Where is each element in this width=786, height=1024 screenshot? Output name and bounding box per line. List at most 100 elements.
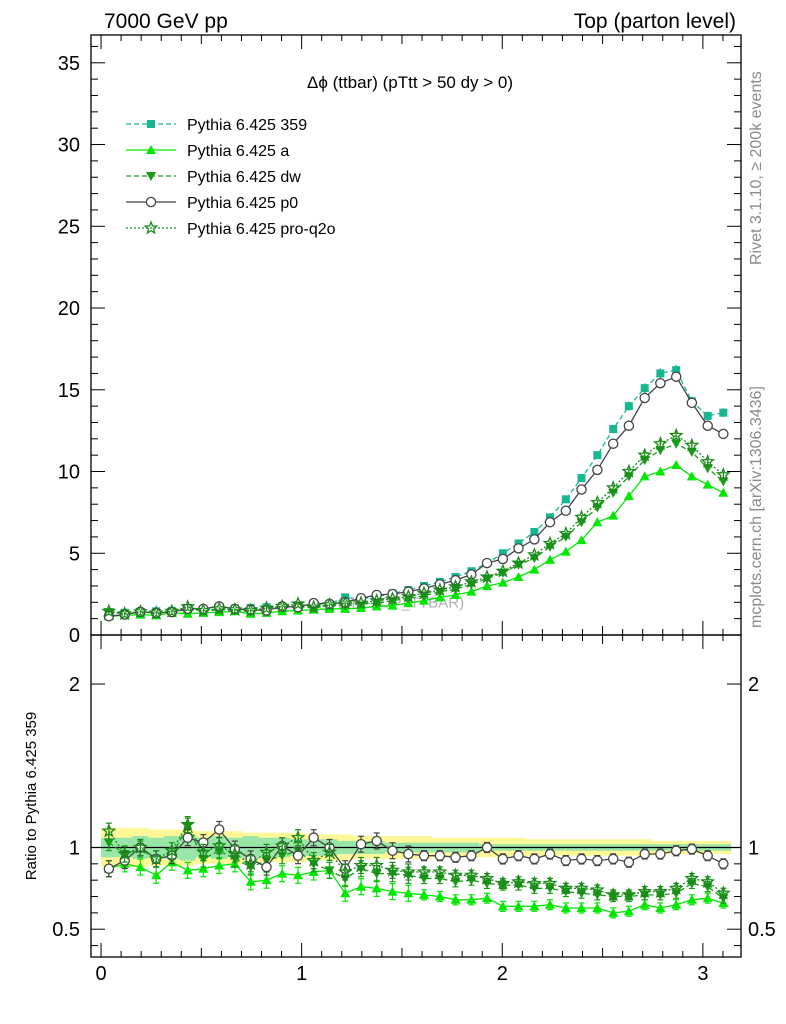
data-point — [227, 601, 243, 616]
legend-label: Pythia 6.425 a — [187, 143, 289, 160]
ratio-line — [108, 824, 724, 899]
main-y-tick-label: 10 — [58, 462, 80, 484]
ratio-point — [482, 893, 493, 903]
data-point — [164, 603, 180, 618]
data-point — [558, 525, 574, 540]
data-point — [608, 510, 619, 520]
data-point — [671, 439, 682, 449]
data-point — [211, 600, 227, 616]
ratio-point — [401, 864, 416, 879]
data-point — [637, 447, 653, 462]
ratio-point — [639, 848, 650, 860]
series-2 — [103, 439, 729, 619]
data-point — [715, 467, 731, 482]
ratio-point — [164, 843, 180, 858]
data-point — [621, 463, 637, 478]
ratio-point — [702, 850, 713, 861]
ratio-point — [495, 875, 511, 890]
ratio-point — [497, 901, 508, 911]
data-point — [607, 438, 619, 449]
ratio-point — [434, 891, 445, 901]
ratio-point — [497, 853, 509, 865]
data-point — [513, 543, 524, 554]
main-y-tick-label: 15 — [58, 380, 80, 402]
ratio-point — [293, 870, 304, 880]
data-point — [481, 557, 493, 569]
ratio-point — [511, 873, 526, 889]
data-point — [117, 605, 133, 621]
series-line — [108, 434, 724, 615]
data-point — [527, 547, 542, 562]
ratio-point — [198, 863, 209, 873]
ratio-point — [243, 855, 259, 871]
x-tick-label: 1 — [296, 963, 307, 985]
ratio-point — [385, 862, 400, 877]
ratio-point — [259, 844, 274, 859]
legend-item: Pythia 6.425 p0 — [126, 195, 298, 212]
data-point — [290, 596, 306, 611]
data-point — [542, 535, 558, 550]
main-y-tick-label: 0 — [69, 625, 80, 647]
ratio-point — [356, 881, 367, 891]
data-point — [243, 602, 259, 617]
legend-label: Pythia 6.425 359 — [187, 117, 307, 134]
ratio-point — [355, 838, 367, 850]
data-point — [337, 595, 353, 610]
ratio-point — [369, 857, 385, 872]
main-series-group — [101, 364, 731, 622]
legend-marker — [146, 172, 156, 181]
ratio-point — [214, 860, 225, 870]
data-point — [497, 577, 508, 587]
legend-item: Pythia 6.425 359 — [126, 117, 307, 134]
data-point — [718, 428, 729, 440]
data-point — [385, 591, 400, 606]
data-point — [593, 451, 602, 460]
ratio-point — [322, 844, 337, 859]
rivet-version-label: Rivet 3.1.10, ≥ 200k events — [748, 71, 765, 265]
data-point — [590, 494, 605, 509]
ratio-point — [101, 823, 117, 838]
ratio-plot-frame — [90, 634, 742, 958]
x-tick-label: 2 — [497, 963, 508, 985]
ratio-point — [718, 858, 729, 870]
data-point — [639, 392, 650, 404]
ratio-point — [419, 889, 430, 899]
ratio-line — [108, 828, 724, 870]
main-y-tick-label: 35 — [58, 53, 80, 75]
legend-item: Pythia 6.425 dw — [126, 169, 301, 186]
header-right-label: Top (parton level) — [574, 10, 736, 33]
ratio-point — [608, 907, 619, 917]
ratio-point — [151, 870, 162, 880]
ratio-point — [592, 855, 603, 866]
data-point — [513, 571, 524, 581]
data-point — [592, 464, 603, 476]
data-point — [448, 578, 463, 594]
ratio-series-4 — [101, 816, 731, 902]
legend-item: Pythia 6.425 a — [126, 143, 289, 160]
ratio-point — [466, 850, 477, 861]
ratio-y-tick-label: 0.5 — [52, 919, 80, 941]
ratio-point — [292, 850, 304, 861]
data-point — [560, 546, 571, 556]
data-point — [464, 574, 479, 589]
ratio-point — [211, 838, 227, 853]
data-point — [101, 603, 117, 618]
data-point — [529, 564, 540, 574]
data-point — [577, 474, 586, 483]
data-point — [702, 479, 713, 489]
ratio-point — [434, 850, 446, 861]
ratio-point — [387, 886, 398, 896]
data-point — [132, 604, 148, 619]
ratio-panel: 0 1 2 3 0.5 0.5 1 1 2 2 Ratio to Pythia 6.425 359 — [23, 634, 776, 985]
ratio-point — [227, 846, 243, 861]
ratio-point — [668, 880, 684, 895]
ratio-point — [245, 876, 256, 886]
data-point — [574, 509, 589, 524]
ratio-point — [513, 850, 524, 861]
x-tick-label: 3 — [697, 963, 708, 985]
data-point — [656, 369, 665, 378]
main-y-tick-label: 5 — [69, 543, 80, 565]
ratio-y-tick-label-right: 1 — [748, 837, 759, 859]
